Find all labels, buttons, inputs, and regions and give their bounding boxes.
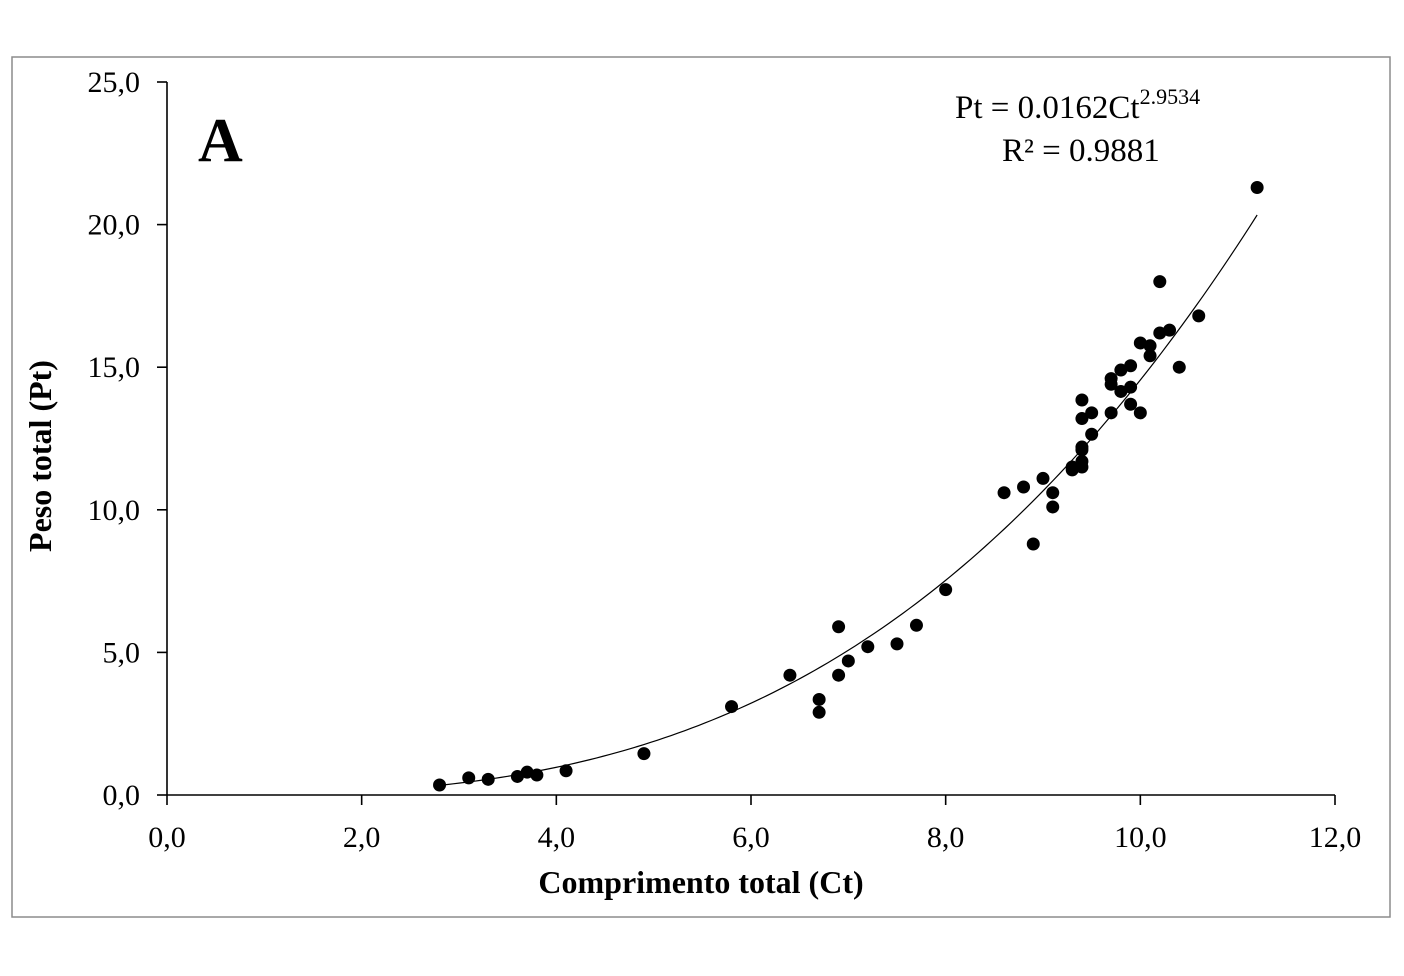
data-point <box>530 768 544 782</box>
data-point <box>1085 427 1099 441</box>
data-point <box>1124 397 1138 411</box>
panel-label: A <box>198 107 243 175</box>
y-tick-label: 10,0 <box>88 494 141 527</box>
y-tick-label: 5,0 <box>103 636 141 669</box>
equation: Pt = 0.0162Ct2.9534 <box>955 84 1200 126</box>
data-point <box>1075 412 1089 426</box>
data-point <box>832 620 846 634</box>
x-tick-label: 10,0 <box>1114 821 1167 854</box>
r-squared: R² = 0.9881 <box>1002 133 1160 169</box>
x-tick-label: 0,0 <box>148 821 186 854</box>
data-point <box>1250 181 1264 195</box>
data-point <box>1143 339 1157 353</box>
y-tick-label: 15,0 <box>88 351 141 384</box>
data-point <box>861 640 875 654</box>
data-point <box>1075 440 1089 454</box>
x-tick-label: 12,0 <box>1309 821 1362 854</box>
x-tick-label: 8,0 <box>927 821 965 854</box>
y-ticks: 0,0 5,0 10,0 15,0 20,0 25,0 <box>88 66 167 812</box>
data-point <box>1085 406 1099 420</box>
data-point <box>997 486 1011 500</box>
data-point <box>433 778 447 792</box>
data-point <box>1026 537 1040 551</box>
x-tick-label: 2,0 <box>343 821 381 854</box>
x-axis-title: Comprimento total (Ct) <box>538 864 863 900</box>
data-points <box>433 181 1264 792</box>
data-point <box>1046 500 1060 514</box>
data-point <box>1133 406 1147 420</box>
y-tick-label: 20,0 <box>88 209 141 242</box>
data-point <box>1104 406 1118 420</box>
data-point <box>1153 275 1167 289</box>
y-tick-label: 25,0 <box>88 66 141 99</box>
data-point <box>1114 384 1128 398</box>
data-point <box>462 771 476 785</box>
data-point <box>909 618 923 632</box>
data-point <box>1114 363 1128 377</box>
data-point <box>812 692 826 706</box>
data-point <box>1124 359 1138 373</box>
plot-area: 0,0 2,0 4,0 6,0 8,0 10,0 12,0 0,0 5,0 10,0 15,0 20… <box>88 66 1362 854</box>
data-point <box>510 769 524 783</box>
data-point <box>481 772 495 786</box>
data-point <box>812 705 826 719</box>
data-point <box>725 700 739 714</box>
x-tick-label: 4,0 <box>538 821 576 854</box>
data-point <box>1036 471 1050 485</box>
data-point <box>1075 460 1089 474</box>
data-point <box>559 764 573 778</box>
fit-curve <box>439 214 1258 786</box>
data-point <box>1046 486 1060 500</box>
data-point <box>832 668 846 682</box>
data-point <box>637 747 651 761</box>
data-point <box>1104 372 1118 386</box>
data-point <box>1075 393 1089 407</box>
y-axis-title: Peso total (Pt) <box>22 360 58 552</box>
chart-frame <box>11 56 1391 918</box>
data-point <box>1163 323 1177 337</box>
y-tick-label: 0,0 <box>103 779 141 812</box>
x-ticks: 0,0 2,0 4,0 6,0 8,0 10,0 12,0 <box>148 795 1361 854</box>
equation-exponent: 2.9534 <box>1140 84 1201 109</box>
x-tick-label: 6,0 <box>732 821 770 854</box>
data-point <box>1172 360 1186 374</box>
data-point <box>939 583 953 597</box>
data-point <box>890 637 904 651</box>
data-point <box>783 668 797 682</box>
data-point <box>1017 480 1031 494</box>
data-point <box>1192 309 1206 323</box>
equation-prefix: Pt = 0.0162Ct <box>955 90 1140 126</box>
data-point <box>1124 380 1138 394</box>
data-point <box>841 654 855 668</box>
data-point <box>1143 349 1157 363</box>
